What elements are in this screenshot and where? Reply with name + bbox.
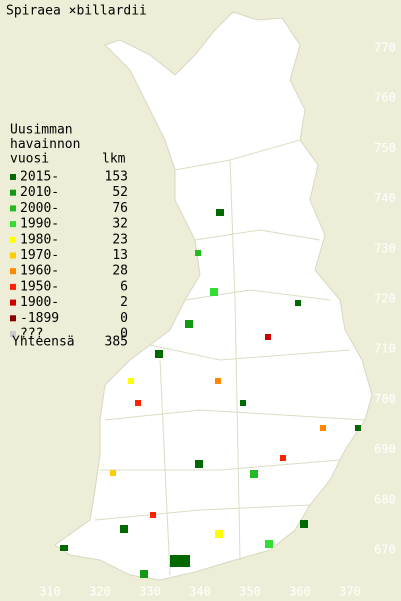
y-coordinate-label: 740 [374, 191, 396, 205]
y-coordinate-label: 680 [374, 492, 396, 506]
legend-total: 385 [105, 335, 128, 350]
legend-label: 1970- [20, 248, 59, 263]
legend-swatch [10, 283, 16, 290]
legend-label: 1950- [20, 279, 59, 294]
x-coordinate-label: 320 [89, 585, 111, 599]
x-coordinate-label: 360 [289, 585, 311, 599]
legend-label: -1899 [20, 311, 59, 326]
x-coordinate-label: 340 [189, 585, 211, 599]
legend-total-label: Yhteensä [12, 335, 75, 350]
legend-count: 2 [120, 295, 128, 310]
legend-header: vuosi [10, 152, 49, 167]
legend-swatch [10, 174, 16, 180]
y-coordinate-label: 760 [374, 91, 396, 105]
legend-label: 1900- [20, 295, 59, 310]
legend-count: 13 [112, 248, 128, 263]
legend-count-header: lkm [102, 152, 126, 167]
legend-swatch [10, 205, 16, 212]
legend-count: 52 [112, 185, 128, 200]
region-borders [94, 139, 366, 576]
observation-squares [60, 209, 361, 578]
legend-header: havainnon [10, 137, 80, 152]
legend-count: 0 [120, 311, 128, 326]
x-coordinate-label: 370 [339, 585, 361, 599]
legend-swatch [10, 315, 16, 322]
legend-label: 2015- [20, 170, 59, 185]
y-coordinate-label: 710 [374, 342, 396, 356]
legend-swatch [10, 268, 16, 275]
legend-count: 153 [105, 170, 128, 185]
legend-count: 32 [112, 217, 128, 232]
legend-label: 1980- [20, 232, 59, 247]
legend-swatch [10, 189, 16, 196]
legend-count: 76 [112, 201, 128, 216]
legend-label: 1960- [20, 264, 59, 279]
y-coordinate-label: 770 [374, 41, 396, 55]
legend-count: 28 [112, 264, 128, 279]
x-coordinate-label: 350 [239, 585, 261, 599]
legend-swatch [10, 331, 16, 337]
y-coordinate-label: 670 [374, 543, 396, 557]
legend-label: 2010- [20, 185, 59, 200]
legend-swatch [10, 299, 16, 306]
y-coordinate-label: 720 [374, 292, 396, 306]
legend-count: 6 [120, 279, 128, 294]
legend-swatch [10, 252, 16, 259]
x-coordinate-label: 310 [39, 585, 61, 599]
legend-label: ??? [20, 327, 43, 342]
y-coordinate-label: 690 [374, 442, 396, 456]
legend-count: 0 [120, 327, 128, 342]
legend-swatch [10, 236, 16, 243]
legend-label: 2000- [20, 201, 59, 216]
y-coordinate-label: 700 [374, 392, 396, 406]
y-coordinate-label: 750 [374, 141, 396, 155]
legend-swatch [10, 221, 16, 228]
legend-label: 1990- [20, 217, 59, 232]
map-title: Spiraea ×billardii [6, 4, 147, 19]
x-coordinate-label: 330 [139, 585, 161, 599]
y-coordinate-label: 730 [374, 241, 396, 255]
legend-count: 23 [112, 232, 128, 247]
legend-header: Uusimman [10, 123, 73, 138]
